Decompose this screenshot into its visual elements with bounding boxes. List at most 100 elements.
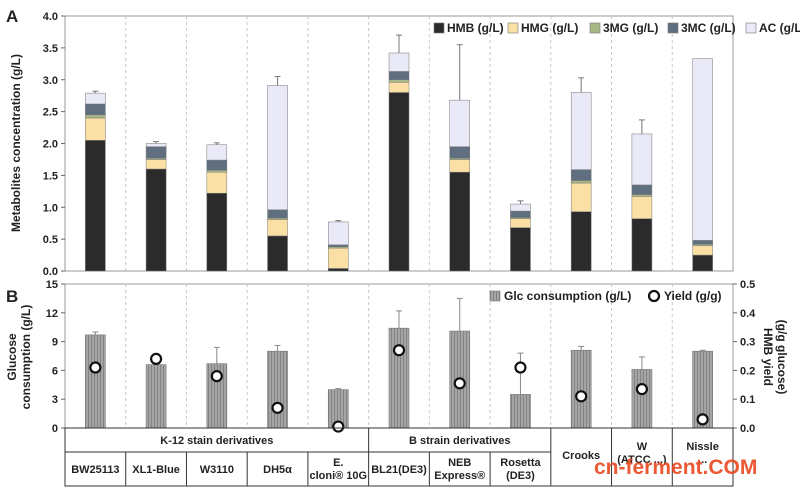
legend-marker [647, 289, 661, 303]
panel-a-bar-hmg [267, 219, 288, 237]
panel-a-bar-hmg [631, 196, 653, 219]
panel-a-bar-3mc [692, 240, 713, 245]
legend-label: AC (g/L) [759, 21, 800, 35]
panel-b-separators [125, 284, 673, 428]
legend-label: 3MG (g/L) [603, 21, 658, 35]
panel-a-ytick-label: 1.0 [43, 202, 58, 214]
glc-bar [510, 394, 531, 429]
panel-a-bar-3mc [145, 146, 167, 159]
strain-label: W3110 [200, 464, 234, 476]
panel-a-bar-3mc [510, 210, 531, 218]
panel-a-bar-hmb [206, 192, 228, 272]
panel-a-bar-ac [328, 221, 349, 246]
panel-b-y2tick-label: 0.3 [740, 337, 755, 349]
legend-item-3mc: 3MC (g/L) [667, 21, 736, 35]
panel-a-bar-hmb [692, 254, 713, 272]
strain-label: E. [333, 457, 343, 469]
group-label: K-12 stain derivatives [160, 435, 273, 447]
panel-a-ytick-label: 2.0 [43, 139, 58, 151]
legend-item-3mg: 3MG (g/L) [589, 21, 658, 35]
panel-b-y2tick-label: 0.0 [740, 423, 755, 435]
panel-b-y2tick-label: 0.1 [740, 394, 755, 406]
panel-a-bar-ac [85, 92, 106, 105]
yield-point [89, 361, 102, 374]
panel-a-bar-3mc [85, 103, 106, 116]
strain-label: ... [698, 454, 707, 466]
panel-a-bar-3mg [388, 79, 410, 83]
strain-label: NEB [448, 457, 471, 469]
panel-a-bar-hmg [692, 245, 713, 256]
yield-point [453, 377, 466, 390]
legend-swatch [489, 290, 501, 302]
panel-b-y2tick-label: 0.2 [740, 365, 755, 377]
strain-label: XL1-Blue [132, 464, 180, 476]
panel-b-ylabel-line1: Glucose [5, 333, 19, 381]
glc-bar [145, 364, 167, 429]
panel-a-bar-3mc [631, 184, 653, 195]
group-label: B strain derivatives [409, 435, 511, 447]
panel-a-ytick-label: 3.5 [43, 43, 58, 55]
strain-label: Crooks [562, 450, 600, 462]
panel-a-bar-hmb [328, 268, 349, 272]
panel-a-bar-ac [206, 144, 228, 161]
panel-a-bar-hmb [267, 235, 288, 272]
strain-label: BL21(DE3) [371, 464, 427, 476]
legend-label: HMB (g/L) [447, 21, 504, 35]
panel-b-y2-axis: 0.0 0.1 0.2 0.3 0.4 0.5 [733, 279, 756, 435]
panel-b-legend: Glc consumption (g/L) Yield (g/g) [489, 289, 722, 303]
panel-a-bar-hmg [85, 117, 106, 141]
strain-label: Nissle [686, 441, 718, 453]
panel-a-bar-hmb [145, 168, 167, 272]
panel-a-separators [125, 16, 673, 271]
panel-a-bar-hmb [510, 227, 531, 272]
panel-a-bar-3mg [85, 114, 106, 119]
panel-a-bar-hmb [85, 140, 106, 272]
panel-a-bar-ac [692, 58, 713, 241]
legend-swatch [589, 22, 601, 34]
legend-item-glc: Glc consumption (g/L) [489, 289, 631, 303]
yield-point [696, 413, 709, 426]
legend-swatch [667, 22, 679, 34]
panel-a-bar-hmb [449, 171, 470, 272]
panel-b-bars [85, 297, 713, 429]
panel-a-bar-hmg [510, 218, 531, 228]
strain-label: BW25113 [71, 464, 119, 476]
legend-item-yield: Yield (g/g) [647, 289, 722, 303]
strain-label: Express® [434, 470, 485, 482]
legend-swatch [507, 22, 519, 34]
panel-a-bar-3mg [570, 180, 592, 184]
panel-a-ylabel: Metabolites concentration (g/L) [9, 54, 23, 232]
panel-a-ytick-label: 0.0 [43, 266, 58, 278]
panel-a-bar-3mc [388, 71, 410, 81]
legend-label: Yield (g/g) [664, 289, 722, 303]
panel-b-ylabel-line2: consumption (g/L) [19, 305, 33, 410]
panel-b-y2label-line1: HMB yield [761, 328, 775, 386]
panel-a-bar-ac [145, 143, 167, 147]
legend-label: 3MC (g/L) [681, 21, 736, 35]
glc-bar [631, 369, 653, 429]
yield-point [210, 370, 223, 383]
panel-a-bar-hmg [145, 159, 167, 170]
panel-a-bar-3mc [328, 244, 349, 248]
panel-a-bar-hmb [388, 92, 410, 272]
glc-bar [267, 350, 288, 429]
panel-b-y2tick-label: 0.5 [740, 279, 755, 291]
category-table: K-12 stain derivatives BW25113 XL1-Blue W31… [64, 427, 734, 487]
watermark: cn-ferment.COM [594, 456, 757, 479]
yield-point [332, 420, 345, 433]
panel-a-bar-hmg [328, 247, 349, 269]
yield-point [514, 361, 527, 374]
panel-a-bar-hmb [570, 211, 592, 272]
panel-a-bar-3mc [267, 209, 288, 219]
panel-b-ytick-label: 15 [46, 279, 58, 291]
panel-a-bar-ac [510, 203, 531, 212]
panel-a-bar-hmg [570, 182, 592, 212]
strain-label: Rosetta [500, 457, 541, 469]
panel-a-bar-3mg [206, 170, 228, 173]
glc-bar [85, 334, 106, 429]
panel-a-letter: A [6, 7, 18, 26]
legend-swatch [745, 22, 757, 34]
legend-swatch [433, 22, 445, 34]
panel-a-bar-ac [388, 52, 410, 72]
